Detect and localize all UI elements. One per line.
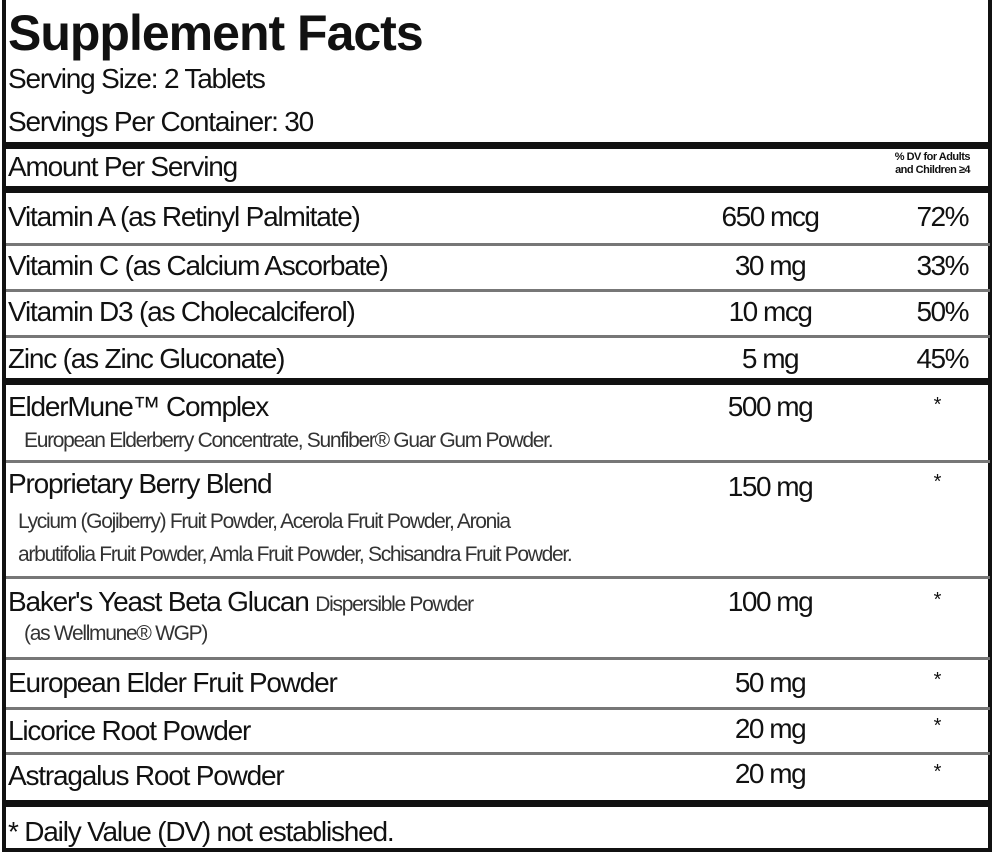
divider: [6, 378, 990, 385]
divider: [6, 142, 990, 149]
ingredient-amount: 20 mg: [734, 758, 807, 789]
nutrient-name: Vitamin C (as Calcium Ascorbate): [8, 250, 389, 281]
ingredient-name: European Elder Fruit Powder: [8, 667, 338, 698]
ingredient-name: Proprietary Berry Blend: [8, 468, 273, 499]
ingredient-sub: European Elderberry Concentrate, Sunfibe…: [24, 429, 554, 452]
nutrient-amount: 5 mg: [741, 343, 800, 374]
nutrient-name: Vitamin D3 (as Cholecalciferol): [8, 296, 356, 327]
ingredient-dv: *: [933, 589, 942, 611]
nutrient-dv: 50%: [916, 296, 969, 327]
divider: [6, 243, 990, 246]
divider: [6, 460, 990, 463]
serving-size: Serving Size: 2 Tablets: [8, 63, 266, 94]
ingredient-name: Licorice Root Powder: [8, 715, 251, 746]
ingredient-amount: 20 mg: [734, 713, 807, 744]
divider: [6, 186, 990, 193]
nutrient-name: Vitamin A (as Retinyl Palmitate): [8, 201, 361, 232]
ingredient-amount: 500 mg: [727, 391, 814, 422]
ingredient-name: Baker's Yeast Beta Glucan Dispersible Po…: [8, 585, 474, 619]
label-title: Supplement Facts: [8, 5, 424, 61]
dv-header-line2: and Children ≥4: [895, 164, 970, 176]
label-frame: [2, 0, 992, 852]
footnote: * Daily Value (DV) not established.: [8, 816, 395, 847]
ingredient-dv: *: [933, 715, 942, 737]
nutrient-amount: 650 mcg: [721, 201, 820, 232]
divider: [6, 335, 990, 338]
nutrient-dv: 45%: [916, 343, 969, 374]
ingredient-amount: 100 mg: [727, 586, 814, 617]
servings-per-container: Servings Per Container: 30: [8, 106, 314, 137]
nutrient-amount: 10 mcg: [728, 296, 813, 327]
divider: [6, 576, 990, 579]
ingredient-amount: 150 mg: [727, 471, 814, 502]
ingredient-dv: *: [933, 471, 942, 493]
divider: [6, 752, 990, 755]
ingredient-sub: arbutifolia Fruit Powder, Amla Fruit Pow…: [18, 543, 573, 566]
ingredient-name: ElderMune™ Complex: [8, 391, 269, 422]
ingredient-dv: *: [933, 669, 942, 691]
ingredient-dv: *: [933, 394, 942, 416]
divider: [6, 289, 990, 292]
ingredient-name-text: Baker's Yeast Beta Glucan: [8, 586, 310, 617]
nutrient-amount: 30 mg: [734, 250, 807, 281]
dv-header-line1: % DV for Adults: [894, 151, 971, 163]
amount-per-serving-header: Amount Per Serving: [8, 151, 238, 182]
ingredient-sub: Lycium (Gojiberry) Fruit Powder, Acerola…: [18, 510, 511, 533]
divider: [6, 707, 990, 710]
divider: [6, 800, 990, 807]
nutrient-dv: 33%: [916, 250, 969, 281]
nutrient-name: Zinc (as Zinc Gluconate): [8, 343, 285, 374]
ingredient-dv: *: [933, 761, 942, 783]
divider: [6, 657, 990, 660]
ingredient-name-suffix: Dispersible Powder: [315, 593, 474, 616]
ingredient-sub: (as Wellmune® WGP): [24, 622, 208, 645]
ingredient-name: Astragalus Root Powder: [8, 760, 285, 791]
ingredient-amount: 50 mg: [734, 667, 807, 698]
nutrient-dv: 72%: [916, 201, 969, 232]
dv-header: % DV for Adults and Children ≥4: [800, 151, 971, 177]
